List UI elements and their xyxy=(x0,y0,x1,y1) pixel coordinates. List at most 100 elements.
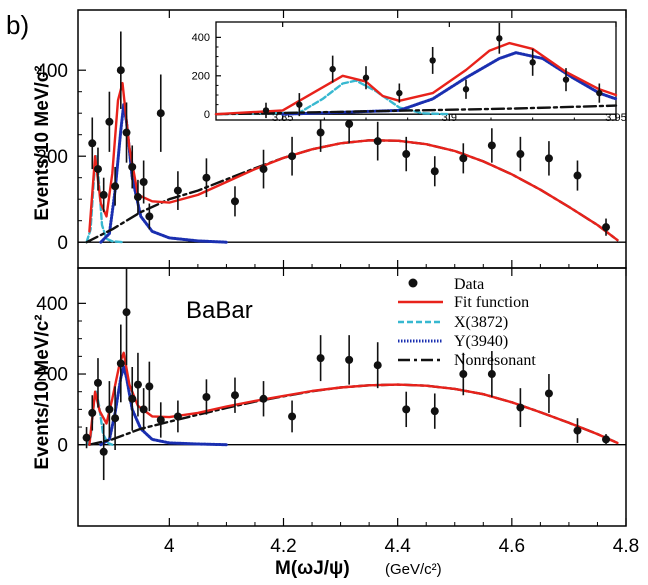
bottom-data-point xyxy=(99,447,108,456)
top-data-point xyxy=(105,117,114,126)
top-data-point xyxy=(128,162,137,171)
top-data-point xyxy=(487,141,496,150)
top-data-point xyxy=(93,165,102,174)
top-data-point xyxy=(122,128,131,137)
top-ytick-label: 200 xyxy=(36,147,68,168)
bottom-data-point xyxy=(259,394,268,403)
legend-data-label: Data xyxy=(454,276,484,293)
top-data-point xyxy=(516,150,525,159)
bottom-data-point xyxy=(93,378,102,387)
top-data-point xyxy=(230,197,239,206)
legend-y3940-label: Y(3940) xyxy=(454,333,508,350)
bottom-data-point xyxy=(487,370,496,379)
bottom-xtick-label: 4.6 xyxy=(499,536,525,557)
legend-fit-label: Fit function xyxy=(454,294,529,311)
bottom-xtick-label: 4.4 xyxy=(384,536,411,557)
bottom-data-point xyxy=(544,389,553,398)
top-data-point xyxy=(402,150,411,159)
top-data-point xyxy=(145,212,154,221)
top-data-point xyxy=(156,109,165,118)
bottom-xtick-label: 4.2 xyxy=(270,536,296,557)
top-data-point xyxy=(288,152,297,161)
inset-ytick-label: 200 xyxy=(192,71,210,83)
bottom-data-point xyxy=(88,408,97,417)
bottom-data-point xyxy=(573,426,582,435)
bottom-data-point xyxy=(133,380,142,389)
top-ylabel: Events/10 MeV/c² xyxy=(32,65,53,220)
bottom-data-point xyxy=(111,414,120,423)
bottom-data-point xyxy=(156,415,165,424)
legend-nonres-label: Nonresonant xyxy=(454,352,536,369)
bottom-data-point xyxy=(602,435,611,444)
bottom-ylabel: Events/10 MeV/c² xyxy=(32,314,53,469)
bottom-ytick-label: 0 xyxy=(57,435,68,456)
bottom-data-point xyxy=(122,308,131,317)
inset-ytick-label: 400 xyxy=(192,32,210,44)
bottom-data-point xyxy=(402,405,411,414)
inset-curve-x3872 xyxy=(214,79,451,116)
top-data-point xyxy=(133,193,142,202)
bottom-curve-nonres xyxy=(88,383,619,446)
bottom-curve-y3940 xyxy=(99,365,228,447)
bottom-data-point xyxy=(139,405,148,414)
bottom-data-point xyxy=(202,393,211,401)
top-data-point xyxy=(459,154,468,163)
bottom-data-point xyxy=(230,391,239,400)
top-data-point xyxy=(544,154,553,163)
legend: Data Fit function X(3872) Y(3940) Nonres… xyxy=(398,276,536,369)
top-data-point xyxy=(430,167,439,176)
bottom-data-point xyxy=(288,412,297,421)
inset-data-point xyxy=(329,65,336,73)
bottom-data-point xyxy=(128,394,137,403)
bottom-plot-frame xyxy=(77,267,627,527)
bottom-data-point xyxy=(173,412,182,421)
top-curve-nonres xyxy=(85,139,619,244)
bottom-data-point xyxy=(116,359,125,368)
bottom-data-point xyxy=(459,370,468,379)
inset-curve-nonres xyxy=(214,104,618,116)
top-ytick-label: 0 xyxy=(57,233,68,254)
legend-x3872-label: X(3872) xyxy=(454,314,508,331)
inset-ytick-label: 0 xyxy=(204,109,210,121)
bottom-data-point xyxy=(316,354,325,363)
inset-data-point xyxy=(562,76,570,83)
inset-data-point xyxy=(496,35,503,42)
bottom-data-point xyxy=(516,403,525,412)
legend-data-marker xyxy=(408,278,418,288)
top-data-point xyxy=(116,66,125,75)
inset-xtick-label: 3.95 xyxy=(605,112,626,124)
bottom-ytick-label: 400 xyxy=(36,294,68,315)
top-ytick-label: 400 xyxy=(36,61,68,82)
bottom-data-point xyxy=(373,361,382,370)
inset-curve-y3940 xyxy=(281,51,618,116)
top-data-point xyxy=(99,190,108,199)
bottom-curve-fit xyxy=(88,351,619,446)
top-curve-fit xyxy=(88,81,619,242)
inset-curve-fit xyxy=(214,41,618,116)
top-curve-y3940 xyxy=(99,103,228,244)
top-data-point xyxy=(139,178,148,186)
top-data-point xyxy=(602,223,611,232)
top-panel: 0 200 400 xyxy=(36,10,627,268)
panel-label: b) xyxy=(6,10,29,40)
inset-data-point xyxy=(529,59,536,66)
xlabel-main: M(ωJ/ψ) xyxy=(275,558,350,579)
inset-data-point xyxy=(262,107,270,114)
inset-data-point xyxy=(462,86,470,93)
top-data-point xyxy=(345,119,354,128)
bottom-data-point xyxy=(105,405,114,414)
top-data-point xyxy=(111,182,120,191)
experiment-label: BaBar xyxy=(186,297,253,324)
bottom-xtick-label: 4 xyxy=(164,536,175,557)
top-data-point xyxy=(202,173,211,182)
top-data-point xyxy=(259,165,268,174)
bottom-panel: 0 200 400 4 4.2 4.4 4.6 4.8 xyxy=(36,268,639,557)
inset-data-point xyxy=(396,89,403,97)
inset-data-point xyxy=(362,74,370,81)
inset-data-point xyxy=(429,57,436,64)
inset-data-point xyxy=(296,101,303,108)
top-data-point xyxy=(316,128,325,137)
xlabel-unit: (GeV/c²) xyxy=(385,561,442,578)
